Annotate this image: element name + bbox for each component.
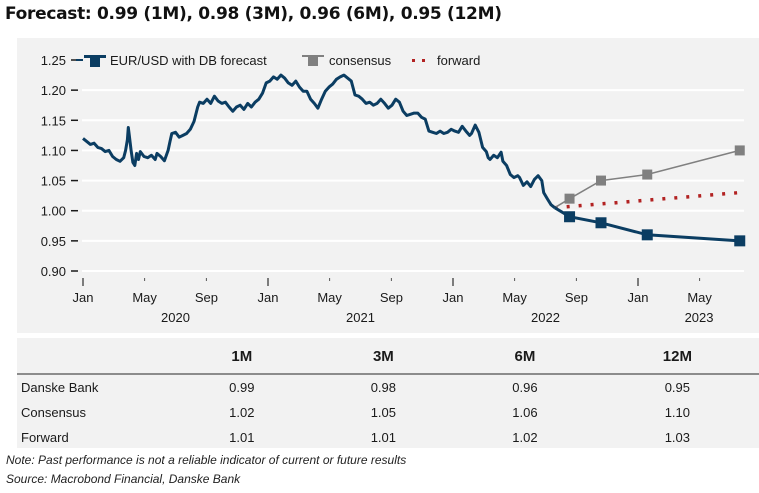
cell: 1.05: [370, 405, 397, 420]
table-header-1m: 1M: [171, 340, 313, 375]
legend-db-label: EUR/USD with DB forecast: [110, 53, 267, 68]
db-forecast-point: [641, 229, 653, 241]
forecast-table: 1M 3M 6M 12M Danske Bank 0.99 0.98 0.96 …: [17, 340, 759, 450]
db-forecast-point: [734, 235, 746, 247]
legend-forward-label: forward: [437, 53, 480, 68]
y-tick-label: 1.15: [41, 113, 66, 128]
row-label: Consensus: [21, 405, 87, 420]
x-tick-label: May: [132, 290, 157, 305]
y-axis: 1.25 1.20 1.15 1.10 1.05 1.00 0.95 0.90: [41, 53, 78, 279]
chart-panel: [17, 38, 759, 333]
x-tick-label: Sep: [380, 290, 403, 305]
legend-consensus-square-icon: [308, 57, 318, 66]
y-tick-label: 1.10: [41, 143, 66, 158]
db-forecast-point: [595, 217, 607, 229]
cell: 0.98: [370, 380, 397, 395]
x-year-label: 2021: [346, 310, 375, 325]
x-tick-label: Jan: [258, 290, 279, 305]
y-tick-label: 1.05: [41, 174, 66, 189]
db-forecast-point: [564, 211, 576, 223]
legend-consensus-line-icon: [302, 55, 324, 57]
y-tick-label: 1.25: [41, 53, 66, 68]
legend-consensus-label: consensus: [329, 53, 392, 68]
cell: 1.01: [229, 430, 255, 445]
table-row-danske-bank: Danske Bank 0.99 0.98 0.96 0.95: [17, 374, 759, 400]
x-tick-label: Jan: [628, 290, 649, 305]
cell: 1.10: [664, 405, 691, 420]
y-tick-label: 0.90: [41, 264, 66, 279]
cell: 1.06: [512, 405, 538, 420]
x-tick-label: Sep: [195, 290, 218, 305]
table-header-3m: 3M: [312, 340, 455, 375]
y-tick-label: 0.95: [41, 234, 66, 249]
x-tick-label: May: [687, 290, 712, 305]
eurusd-history-line: [82, 73, 556, 209]
x-tick-label: Sep: [565, 290, 588, 305]
x-tick-label: Jan: [443, 290, 464, 305]
legend-forward-dot-icon: [422, 59, 425, 62]
line-chart: 1.25 1.20 1.15 1.10 1.05 1.00 0.95 0.90 Jan May S…: [41, 53, 746, 325]
consensus-point: [564, 193, 575, 204]
chart-title: Forecast: 0.99 (1M), 0.98 (3M), 0.96 (6M…: [5, 4, 502, 24]
x-year-label: 2023: [685, 310, 714, 325]
y-tick-label: 1.20: [41, 83, 66, 98]
consensus-point: [734, 145, 745, 156]
disclaimer-note: Note: Past performance is not a reliable…: [6, 453, 407, 467]
cell: 1.01: [370, 430, 397, 445]
consensus-point: [642, 169, 653, 180]
x-year-label: 2020: [161, 310, 190, 325]
row-label: Forward: [21, 430, 69, 445]
legend-db-line-icon: [84, 55, 106, 58]
cell: 0.99: [229, 380, 255, 395]
consensus-point: [596, 175, 606, 186]
y-tick-label: 1.00: [41, 204, 66, 219]
cell: 0.95: [664, 380, 691, 395]
cell: 1.02: [512, 430, 538, 445]
forward-line: [554, 190, 740, 210]
legend-forward-dot-icon: [412, 59, 415, 62]
x-tick-label: Jan: [73, 290, 94, 305]
cell: 1.02: [229, 405, 255, 420]
gridlines: [82, 89, 744, 272]
row-label: Danske Bank: [21, 380, 99, 395]
cell: 1.03: [664, 430, 691, 445]
x-tick-label: May: [502, 290, 527, 305]
source-note: Source: Macrobond Financial, Danske Bank: [6, 472, 241, 486]
table-header-6m: 6M: [454, 340, 596, 375]
table-header-empty: [17, 340, 171, 375]
legend-db-square-icon: [90, 58, 100, 67]
table-row-consensus: Consensus 1.02 1.05 1.06 1.10: [17, 400, 759, 425]
table-row-forward: Forward 1.01 1.01 1.02 1.03: [17, 425, 759, 450]
x-axis: Jan May Sep Jan May Sep Jan May Sep Jan May 2020 202…: [73, 278, 714, 325]
series-lines: [82, 73, 746, 247]
x-tick-label: May: [317, 290, 342, 305]
x-year-label: 2022: [531, 310, 560, 325]
cell: 0.96: [512, 380, 538, 395]
table-header-12m: 12M: [595, 340, 759, 375]
legend: EUR/USD with DB forecast consensus forwa…: [76, 53, 480, 68]
table-header-row: 1M 3M 6M 12M: [17, 340, 759, 375]
